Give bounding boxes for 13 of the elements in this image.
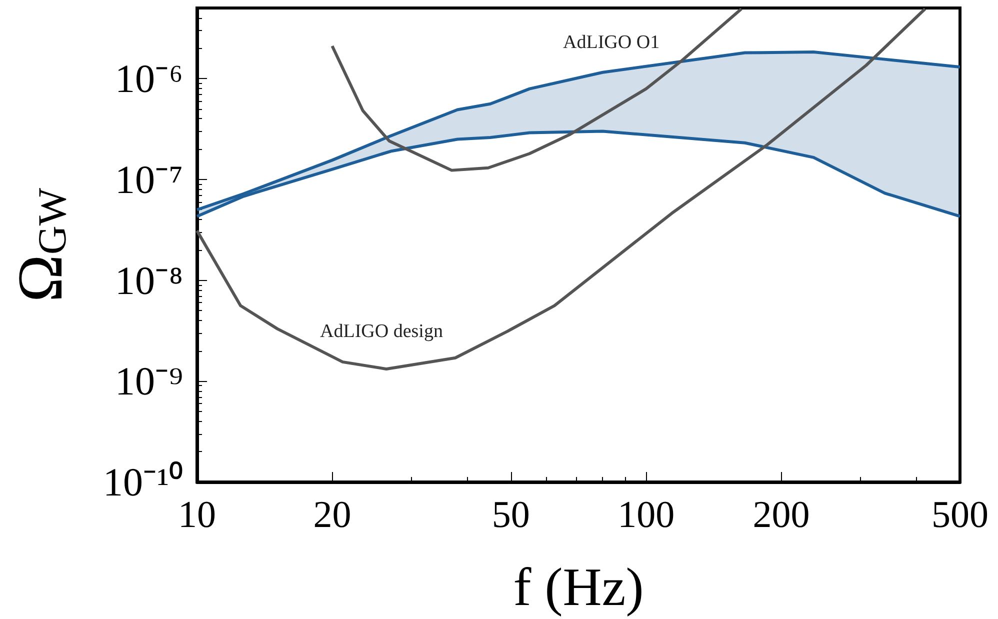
y-tick-label: 10⁻⁶ bbox=[115, 56, 183, 102]
x-tick-label: 100 bbox=[618, 494, 675, 536]
x-tick-label: 50 bbox=[492, 494, 530, 536]
x-tick-label: 20 bbox=[313, 494, 352, 536]
x-tick-label: 200 bbox=[752, 494, 810, 536]
x-axis-title: f (Hz) bbox=[513, 557, 644, 617]
y-tick-label: 10⁻⁹ bbox=[115, 358, 183, 404]
y-axis-title: ΩGW bbox=[4, 188, 76, 302]
y-tick-label: 10⁻⁸ bbox=[115, 258, 183, 303]
annotation: AdLIGO O1 bbox=[563, 32, 660, 53]
annotation: AdLIGO design bbox=[320, 321, 444, 342]
y-tick-label: 10⁻⁷ bbox=[115, 156, 183, 202]
x-tick-label: 500 bbox=[932, 494, 988, 536]
